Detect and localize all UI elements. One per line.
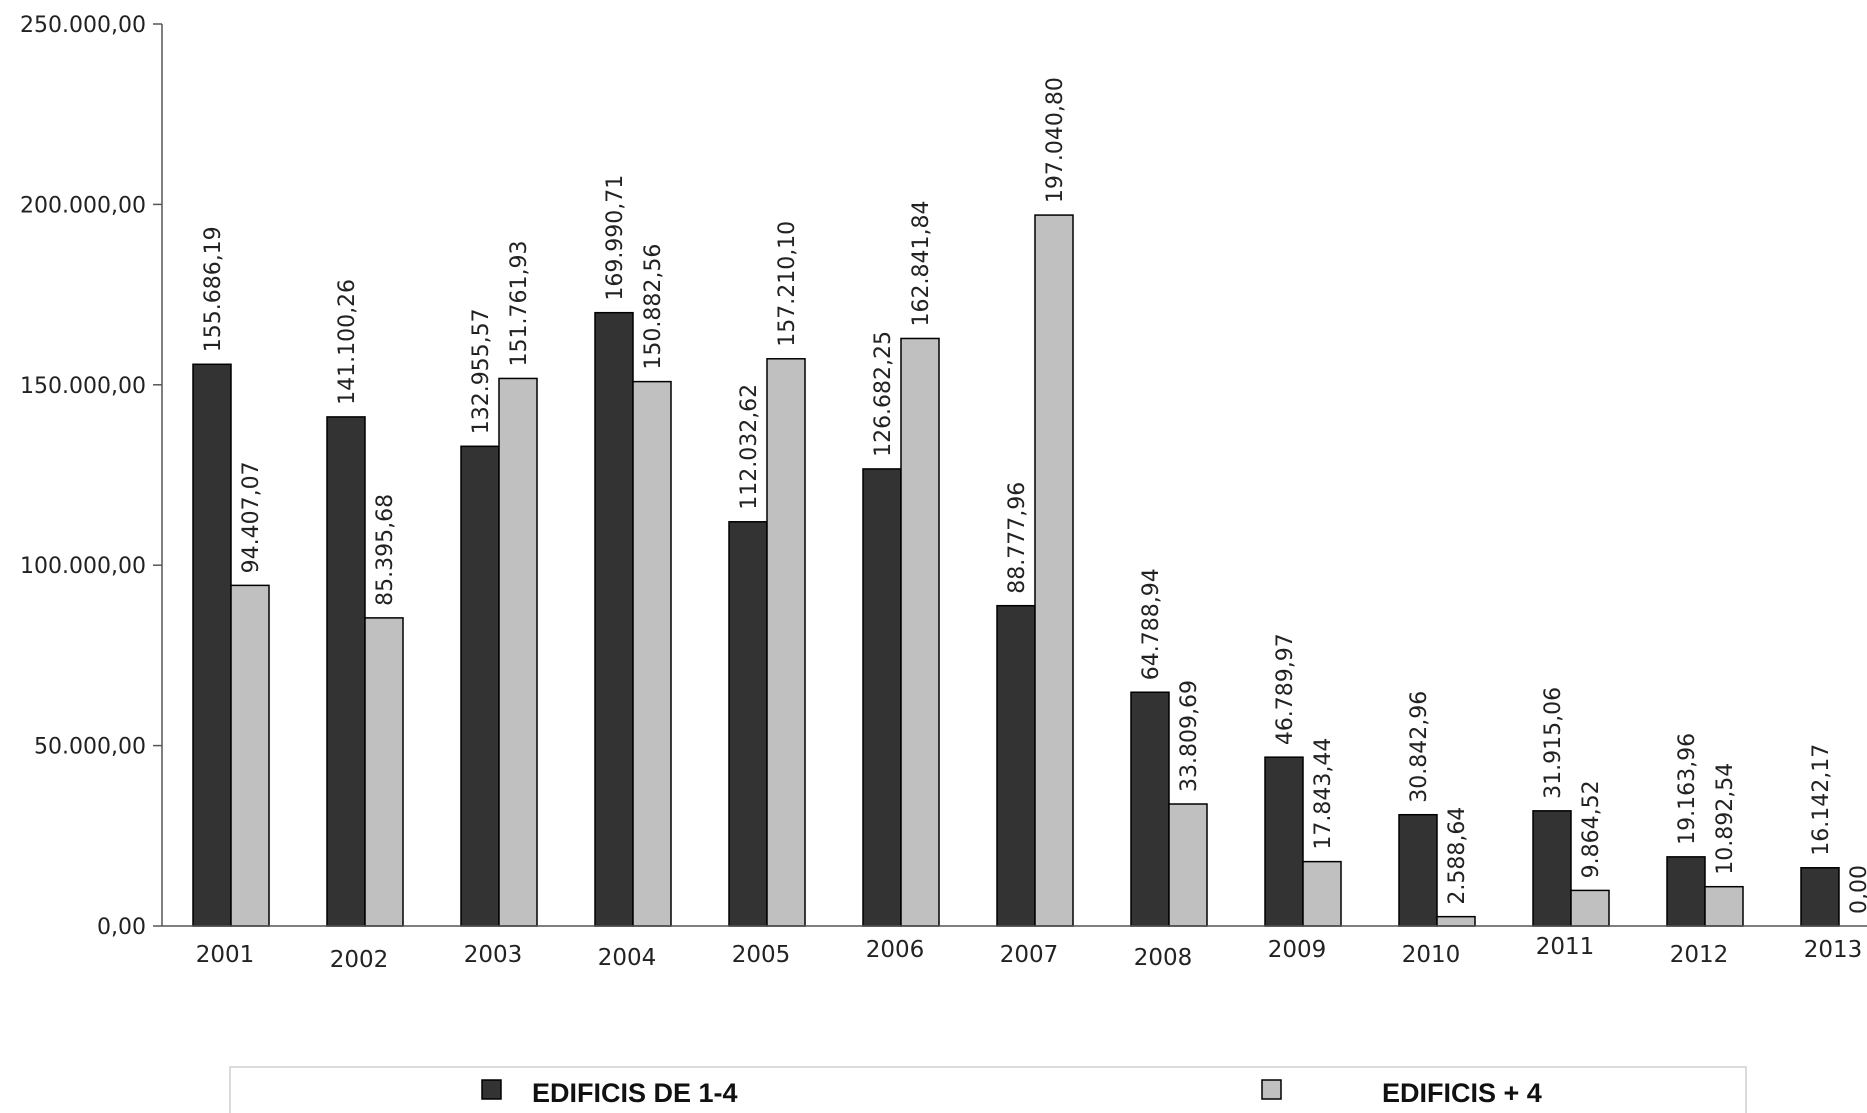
bar-edificis-1-4-2005 bbox=[728, 521, 768, 927]
x-tick-label: 2007 bbox=[1000, 942, 1059, 968]
bar-edificis-1-4-2009 bbox=[1264, 756, 1304, 927]
data-label: 17.843,44 bbox=[1311, 738, 1336, 850]
x-tick-label: 2004 bbox=[598, 945, 657, 971]
data-label: 31.915,06 bbox=[1541, 687, 1566, 799]
data-label: 155.686,19 bbox=[201, 226, 226, 352]
data-label: 19.163,96 bbox=[1675, 733, 1700, 845]
x-tick-label: 2012 bbox=[1670, 942, 1729, 968]
bar-edificis-1-4-2011 bbox=[1532, 810, 1572, 927]
data-label: 112.032,62 bbox=[737, 384, 762, 510]
x-tick-label: 2005 bbox=[732, 942, 791, 968]
data-label: 197.040,80 bbox=[1043, 77, 1068, 203]
legend-label-edificis-4: EDIFICIS + 4 bbox=[1382, 1078, 1542, 1108]
data-label: 157.210,10 bbox=[775, 221, 800, 347]
data-label: 169.990,71 bbox=[603, 175, 628, 301]
bar-edificis-4-2002 bbox=[364, 617, 404, 927]
legend-swatch-edificis-4 bbox=[1261, 1079, 1282, 1100]
data-label: 141.100,26 bbox=[335, 279, 360, 405]
x-tick-label: 2010 bbox=[1402, 942, 1461, 968]
bar-edificis-1-4-2010 bbox=[1398, 813, 1438, 927]
bar-edificis-1-4-2004 bbox=[594, 311, 634, 927]
data-label: 10.892,54 bbox=[1713, 763, 1738, 875]
x-tick-label: 2001 bbox=[196, 942, 255, 968]
x-tick-label: 2002 bbox=[330, 947, 389, 973]
data-label: 64.788,94 bbox=[1139, 568, 1164, 680]
bar-edificis-1-4-2001 bbox=[192, 363, 232, 927]
x-tick-label: 2008 bbox=[1134, 945, 1193, 971]
bar-edificis-4-2006 bbox=[900, 337, 940, 927]
x-tick-label: 2013 bbox=[1804, 937, 1863, 963]
bar-edificis-4-2005 bbox=[766, 358, 806, 927]
data-label: 88.777,96 bbox=[1005, 482, 1030, 594]
data-label: 94.407,07 bbox=[239, 461, 264, 573]
x-tick-label: 2009 bbox=[1268, 937, 1327, 963]
y-tick-label: 150.000,00 bbox=[20, 374, 146, 399]
data-label: 126.682,25 bbox=[871, 331, 896, 457]
bar-edificis-1-4-2002 bbox=[326, 416, 366, 927]
x-tick-label: 2011 bbox=[1536, 934, 1595, 960]
data-label: 162.841,84 bbox=[909, 200, 934, 326]
bar-edificis-4-2004 bbox=[632, 380, 672, 927]
y-tick-label: 50.000,00 bbox=[34, 735, 146, 760]
data-label: 9.864,52 bbox=[1579, 780, 1604, 878]
bar-edificis-1-4-2008 bbox=[1130, 691, 1170, 927]
bars: 155.686,19 141.100,26 132.955,57 169.990,71… bbox=[192, 77, 1867, 927]
bar-edificis-1-4-2006 bbox=[862, 468, 902, 927]
bar-edificis-4-2003 bbox=[498, 377, 538, 927]
bar-edificis-4-2011 bbox=[1570, 889, 1610, 927]
bar-edificis-4-2008 bbox=[1168, 803, 1208, 927]
data-label: 151.761,93 bbox=[507, 240, 532, 366]
y-tick-label: 250.000,00 bbox=[20, 13, 146, 38]
bar-edificis-1-4-2012 bbox=[1666, 856, 1706, 927]
x-axis: 2001 2002 2003 2004 2005 2006 2007 2008 2009 2010… bbox=[162, 925, 1867, 973]
bar-edificis-4-2012 bbox=[1704, 885, 1744, 927]
bar-edificis-4-2010 bbox=[1436, 915, 1476, 927]
data-label: 85.395,68 bbox=[373, 494, 398, 606]
bar-edificis-1-4-2003 bbox=[460, 445, 500, 927]
data-label: 2.588,64 bbox=[1445, 807, 1470, 905]
legend: EDIFICIS DE 1-4 EDIFICIS + 4 bbox=[229, 1066, 1747, 1113]
x-tick-label: 2003 bbox=[464, 942, 523, 968]
bar-edificis-1-4-2007 bbox=[996, 604, 1036, 927]
bar-edificis-4-2001 bbox=[230, 584, 270, 927]
data-label: 30.842,96 bbox=[1407, 691, 1432, 803]
bar-edificis-4-2007 bbox=[1034, 214, 1074, 927]
data-label: 16.142,17 bbox=[1809, 744, 1834, 856]
y-tick-label: 0,00 bbox=[97, 915, 146, 940]
legend-swatch-edificis-1-4 bbox=[481, 1079, 502, 1100]
data-label: 132.955,57 bbox=[469, 308, 494, 434]
data-label: 33.809,69 bbox=[1177, 680, 1202, 792]
x-tick-label: 2006 bbox=[866, 937, 925, 963]
data-label: 150.882,56 bbox=[641, 244, 666, 370]
legend-label-edificis-1-4: EDIFICIS DE 1-4 bbox=[532, 1078, 738, 1108]
bar-edificis-4-2009 bbox=[1302, 860, 1342, 927]
bar-edificis-1-4-2013 bbox=[1800, 867, 1840, 927]
y-tick-label: 200.000,00 bbox=[20, 193, 146, 218]
data-label: 0,00 bbox=[1847, 865, 1867, 914]
y-axis: 0,00 50.000,00 100.000,00 150.000,00 200.000… bbox=[20, 13, 163, 940]
y-tick-label: 100.000,00 bbox=[20, 554, 146, 579]
data-label: 46.789,97 bbox=[1273, 633, 1298, 745]
